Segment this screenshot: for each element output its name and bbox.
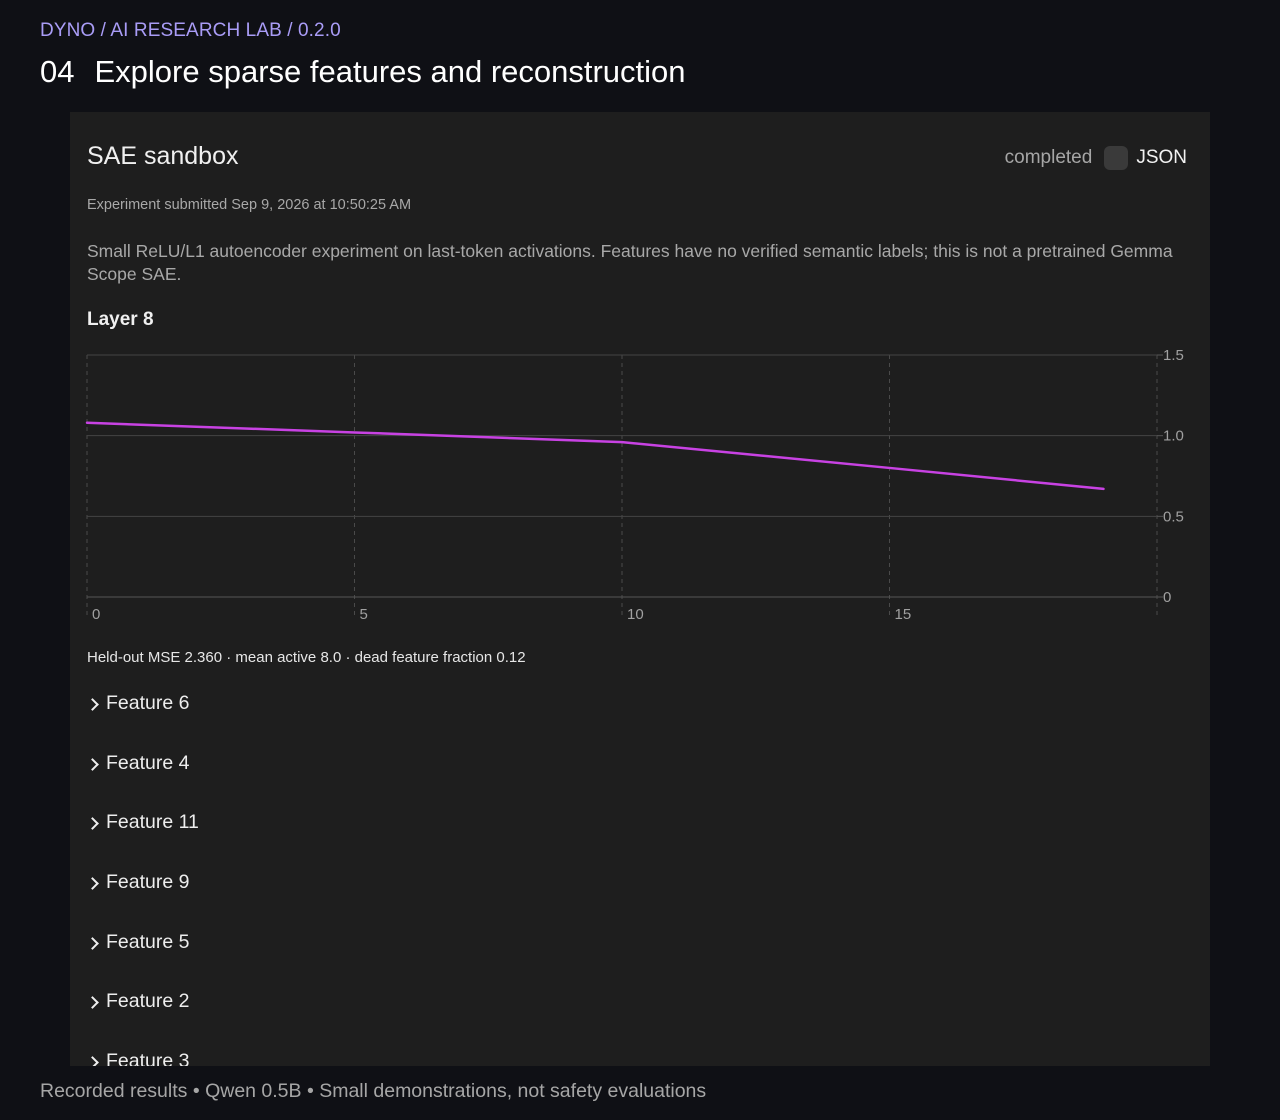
chevron-right-icon	[86, 1056, 99, 1066]
section-title: Explore sparse features and reconstructi…	[94, 54, 686, 89]
x-tick-label: 15	[895, 606, 912, 623]
feature-item[interactable]: Feature 6	[86, 692, 199, 752]
feature-label: Feature 6	[106, 692, 190, 714]
breadcrumb: DYNO / AI RESEARCH LAB / 0.2.0	[40, 20, 341, 41]
json-toggle-label[interactable]: JSON	[1136, 147, 1187, 168]
chevron-right-icon	[86, 877, 99, 890]
y-tick-label: 0	[1163, 589, 1171, 606]
submitted-timestamp: Experiment submitted Sep 9, 2026 at 10:5…	[87, 197, 412, 213]
feature-label: Feature 2	[106, 990, 190, 1013]
panel-title: SAE sandbox	[87, 142, 239, 170]
loss-chart-svg: 0 5 10 15 0 0.5 1.0 1.5	[85, 347, 1184, 623]
sae-sandbox-panel: SAE sandbox completed JSON Experiment su…	[70, 112, 1210, 1066]
chart-series	[85, 421, 1105, 491]
y-tick-label: 0.5	[1163, 508, 1184, 525]
feature-item[interactable]: Feature 3	[86, 1050, 199, 1066]
chevron-right-icon	[86, 936, 99, 950]
feature-item[interactable]: Feature 2	[86, 990, 199, 1050]
x-tick-label: 5	[360, 606, 368, 623]
feature-item[interactable]: Feature 5	[86, 930, 199, 991]
json-toggle-checkbox[interactable]	[1104, 146, 1129, 170]
feature-label: Feature 3	[106, 1050, 190, 1066]
layer-heading: Layer 8	[87, 309, 154, 330]
y-tick-label: 1.0	[1163, 428, 1184, 445]
feature-label: Feature 4	[106, 751, 190, 774]
feature-item[interactable]: Feature 9	[86, 871, 199, 931]
footer-note: Recorded results • Qwen 0.5B • Small dem…	[40, 1080, 707, 1102]
feature-item[interactable]: Feature 11	[86, 811, 199, 871]
chevron-right-icon	[86, 698, 99, 711]
section-number: 04	[40, 54, 75, 89]
status-text: completed	[1004, 147, 1093, 168]
feature-list: Feature 6 Feature 4 Feature 11 Feature 9 Fea…	[86, 692, 199, 1066]
status-area: completed JSON	[1005, 146, 1187, 170]
chevron-right-icon	[86, 817, 99, 831]
experiment-description: Small ReLU/L1 autoencoder experiment on …	[87, 241, 1173, 284]
feature-label: Feature 11	[106, 811, 199, 834]
page-title: 04 Explore sparse features and reconstruc…	[40, 54, 686, 90]
feature-label: Feature 5	[106, 930, 190, 953]
reconstruction-summary: Held-out MSE 2.360 · mean active 8.0 · d…	[87, 649, 526, 666]
chart-grid	[86, 354, 1163, 619]
chevron-right-icon	[86, 757, 99, 771]
y-tick-label: 1.5	[1163, 347, 1184, 364]
loss-chart: 0 5 10 15 0 0.5 1.0 1.5	[70, 337, 1210, 627]
feature-item[interactable]: Feature 4	[86, 751, 199, 812]
chevron-right-icon	[86, 996, 99, 1010]
x-tick-label: 0	[92, 606, 100, 623]
feature-label: Feature 9	[106, 871, 190, 894]
series-line	[85, 421, 1105, 491]
chart-ticks: 0 5 10 15 0 0.5 1.0 1.5	[92, 347, 1184, 623]
x-tick-label: 10	[627, 606, 644, 623]
